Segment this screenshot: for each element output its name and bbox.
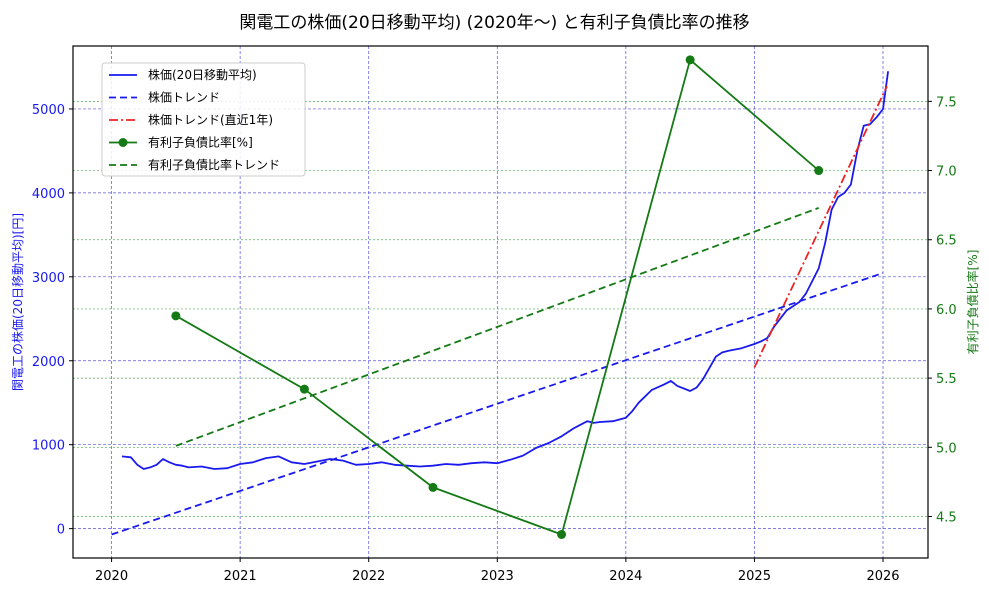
legend-label: 有利子負債比率トレンド [148,157,280,172]
x-tick-label: 2022 [352,569,385,584]
legend-label: 株価(20日移動平均) [148,67,257,82]
y-tick-label-right: 6.5 [936,234,957,249]
y-axis-right-label: 有利子負債比率[%] [965,250,980,355]
debt-ratio-marker [299,384,309,394]
legend-label: 株価トレンド [148,90,220,105]
x-tick-label: 2024 [609,569,642,584]
debt-ratio-line [175,58,820,536]
debt-ratio-marker [814,166,824,176]
y-tick-label-left: 3000 [32,271,65,286]
chart-title: 関電工の株価(20日移動平均) (2020年〜) と有利子負債比率の推移 [239,13,750,33]
x-tick-label: 2025 [738,569,771,584]
x-tick-label: 2021 [224,569,257,584]
series-layer [111,55,889,539]
x-tick-label: 2023 [481,569,514,584]
y-tick-label-left: 5000 [32,103,65,118]
legend-marker [118,138,128,147]
y-tick-label-right: 5.0 [936,441,957,456]
y-axis-right: 4.5 5.0 5.5 6.0 6.5 7.0 7.5 [928,95,957,525]
legend-label: 株価トレンド(直近1年) [148,112,273,127]
stock-trend-line [111,272,884,536]
x-tick-label: 2020 [95,569,128,584]
y-tick-label-left: 0 [57,523,65,538]
debt-ratio-marker [685,55,695,65]
debt-ratio-marker [171,311,181,321]
y-tick-label-right: 6.0 [936,303,957,318]
y-tick-label-left: 2000 [32,355,65,370]
debt-ratio-marker [557,529,567,539]
y-tick-label-right: 4.5 [936,510,957,525]
debt-trend-line [175,207,820,447]
plot-frame [72,45,929,559]
legend-box [101,62,306,177]
y-axis-left-label: 関電工の株価(20日移動平均)[円] [10,213,25,391]
recent-trend-line [753,85,888,368]
legend-label: 有利子負債比率[%] [148,135,253,150]
y-tick-label-right: 5.5 [936,372,957,387]
y-tick-label-left: 1000 [32,439,65,454]
stock-price-line [121,71,889,470]
y-tick-label-right: 7.5 [936,95,957,110]
y-axis-left: 0 1000 2000 3000 4000 5000 [32,103,73,538]
y-tick-label-left: 4000 [32,187,65,202]
x-tick-label: 2026 [866,569,899,584]
x-axis: 2020 2021 2022 2023 2024 2025 2026 [95,558,900,584]
y-tick-label-right: 7.0 [936,165,957,180]
debt-ratio-marker [428,482,438,492]
